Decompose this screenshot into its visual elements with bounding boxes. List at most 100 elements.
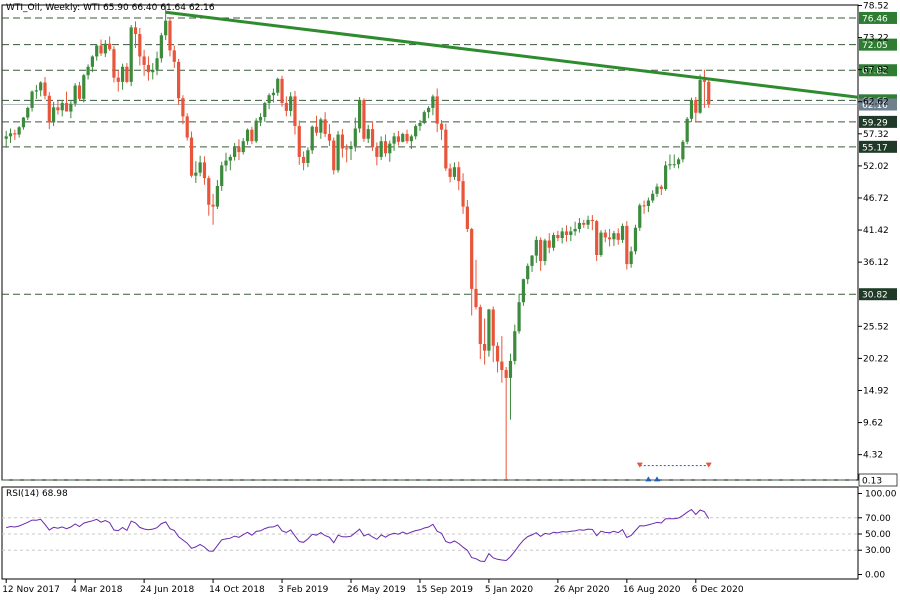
rsi-plot-frame: [1, 486, 859, 580]
candle-body: [47, 95, 51, 123]
candle-body: [39, 82, 43, 91]
candle-body: [185, 116, 189, 138]
candle-body: [159, 35, 163, 59]
rsi-title: RSI(14) 68.98: [6, 489, 68, 499]
candle-body: [517, 302, 521, 332]
candle-body: [534, 239, 538, 256]
current-price-tag: [859, 98, 897, 111]
candle-body: [301, 156, 306, 163]
candle-body: [418, 123, 422, 127]
y-tick-label: 57.32: [863, 130, 889, 140]
candle-body: [189, 137, 194, 176]
candle-body: [388, 143, 392, 154]
candle-body: [336, 134, 340, 171]
level-price-tag: [858, 473, 898, 487]
candle-body: [207, 178, 211, 205]
candle-body: [241, 141, 245, 153]
candle-body: [129, 27, 133, 82]
candle-body: [323, 119, 327, 134]
candle-body: [379, 141, 383, 157]
candle-body: [284, 103, 288, 111]
candle-body: [608, 237, 612, 240]
candle-body: [564, 231, 569, 236]
y-tick-label: 36.12: [863, 258, 889, 268]
y-tick-label: 73.22: [863, 34, 889, 44]
candle-body: [237, 147, 241, 153]
candle-body: [375, 147, 379, 157]
level-price-label: 67.82: [862, 67, 888, 77]
y-tick-label: 67.92: [863, 66, 889, 76]
candle-body: [414, 126, 418, 137]
level-price-label: 30.82: [862, 291, 888, 301]
y-tick-label: 14.92: [863, 386, 889, 396]
x-tick-label: 26 Apr 2020: [554, 585, 610, 595]
candle-body: [271, 92, 276, 96]
level-price-label: 72.05: [862, 41, 888, 51]
candle-body: [586, 219, 590, 225]
candle-body: [73, 85, 77, 104]
buy-marker: [654, 476, 661, 482]
candle-body: [431, 96, 435, 108]
candle-body: [77, 85, 82, 99]
candle-body: [577, 222, 582, 229]
candle-body: [500, 361, 504, 371]
candle-body: [345, 148, 349, 150]
candle-body: [452, 167, 457, 177]
candle-body: [668, 164, 672, 166]
candle-body: [620, 225, 625, 240]
candle-body: [383, 141, 388, 154]
candle-body: [491, 309, 495, 346]
y-tick-label: 9.62: [863, 419, 883, 429]
candle-body: [133, 27, 138, 35]
candle-body: [254, 120, 258, 142]
candle-body: [483, 343, 487, 351]
candle-body: [461, 181, 465, 207]
candle-body: [310, 126, 314, 151]
candle-body: [444, 129, 448, 169]
candle-body: [435, 96, 439, 124]
rsi-series-line: [6, 508, 710, 563]
candle-body: [590, 219, 594, 222]
candle-body: [582, 222, 586, 225]
main-plot-frame: [1, 4, 859, 481]
candle-body: [595, 221, 599, 255]
trendline[interactable]: [165, 10, 859, 99]
candle-body: [168, 20, 172, 51]
candle-body: [276, 78, 280, 93]
candle-body: [289, 96, 293, 111]
candle-body: [233, 147, 237, 157]
candle-body: [392, 136, 396, 144]
x-tick-label: 15 Sep 2019: [416, 585, 473, 595]
candle-body: [228, 156, 232, 161]
candle-body: [327, 133, 332, 141]
candle-body: [599, 232, 603, 255]
y-tick-label: 46.72: [863, 194, 889, 204]
y-tick-label: 78.52: [863, 1, 889, 11]
rsi-y-tick-label: 100.00: [865, 490, 897, 500]
candle-body: [220, 165, 224, 186]
candle-body: [508, 360, 513, 378]
level-price-tag: [859, 38, 897, 51]
candle-body: [60, 103, 64, 111]
candle-body: [547, 240, 551, 248]
candle-body: [573, 228, 577, 232]
candle-body: [43, 82, 47, 96]
candle-body: [556, 235, 560, 239]
candle-body: [95, 45, 99, 57]
rsi-y-tick-label: 70.00: [865, 514, 891, 524]
candle-body: [332, 140, 336, 171]
candle-body: [543, 240, 547, 262]
candle-body: [681, 141, 685, 160]
candle-body: [155, 58, 159, 70]
y-tick-label: 52.02: [863, 162, 889, 172]
candle-body: [702, 80, 707, 82]
candle-body: [478, 307, 482, 344]
candle-body: [638, 205, 642, 228]
candle-body: [504, 370, 508, 378]
candle-body: [99, 45, 103, 54]
candle-body: [625, 225, 629, 265]
x-tick-label: 12 Nov 2017: [2, 585, 60, 595]
candle-body: [34, 90, 38, 92]
